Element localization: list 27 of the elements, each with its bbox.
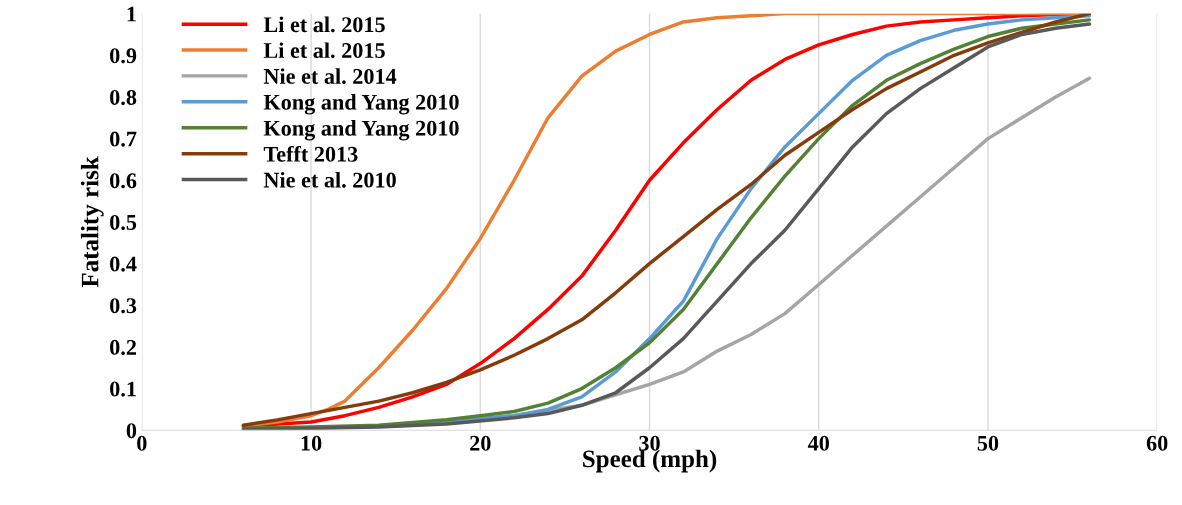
y-tick-label: 0.4 (110, 256, 137, 272)
y-tick-label: 0.7 (110, 131, 137, 147)
y-tick-label: 0.3 (110, 298, 137, 314)
legend-label: Tefft 2013 (263, 145, 358, 162)
x-tick-label: 40 (807, 435, 829, 451)
y-axis-title: Fatality risk (80, 156, 104, 288)
y-tick-label: 0.8 (110, 89, 137, 105)
y-tick-label: 0.6 (110, 173, 137, 189)
x-tick-label: 0 (137, 435, 147, 451)
legend-label: Li et al. 2015 (263, 42, 385, 59)
x-tick-label: 50 (977, 435, 999, 451)
x-tick-label: 30 (639, 435, 660, 451)
x-tick-label: 10 (301, 435, 322, 451)
y-tick-label: 0 (126, 423, 137, 439)
legend-label: Nie et al. 2010 (263, 171, 396, 188)
y-tick-label: 1 (127, 6, 136, 22)
legend-label: Nie et al. 2014 (263, 68, 397, 84)
x-tick-label: 60 (1146, 435, 1168, 451)
y-tick-label: 0.5 (110, 214, 137, 230)
y-tick-label: 0.1 (110, 381, 136, 397)
x-axis-title: Speed (mph) (583, 449, 717, 473)
y-tick-label: 0.9 (110, 48, 137, 64)
legend-label: Kong and Yang 2010 (263, 94, 459, 115)
legend-label: Li et al. 2015 (263, 16, 385, 33)
legend-label: Kong and Yang 2010 (263, 120, 459, 141)
y-tick-label: 0.2 (110, 339, 137, 355)
x-tick-label: 20 (470, 435, 491, 451)
